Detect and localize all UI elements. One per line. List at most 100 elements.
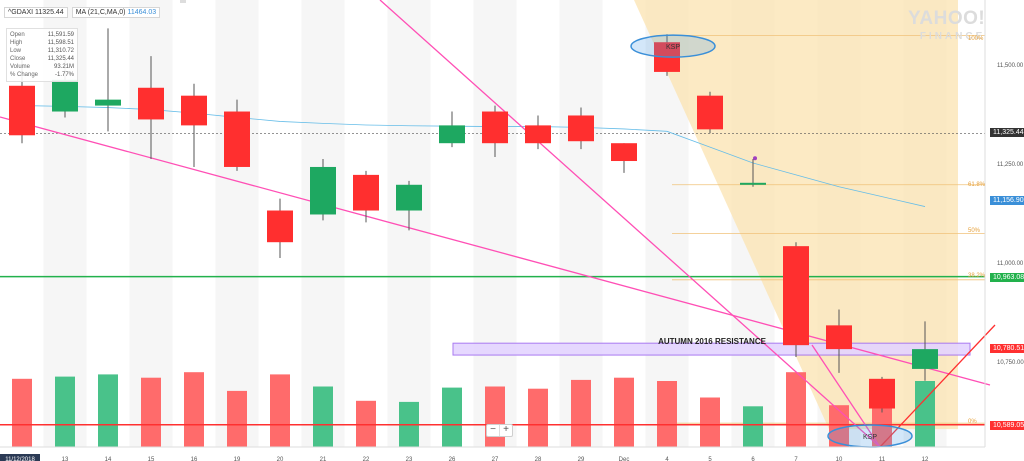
tooltip-value: 93.21M: [53, 64, 74, 70]
x-tick-label: 6: [751, 457, 755, 461]
ksp-label-bottom: KSP: [863, 434, 877, 441]
volume-bar: [184, 372, 204, 447]
volume-bar: [528, 388, 548, 447]
trend-line: [0, 116, 991, 386]
x-tick-label: 19: [234, 457, 241, 461]
volume-bar: [313, 386, 333, 447]
x-tick-label: 11/12/2018: [5, 457, 35, 461]
x-tick-label: 5: [708, 457, 712, 461]
volume-bar: [12, 378, 32, 447]
zoom-in-button[interactable]: +: [499, 425, 512, 436]
fib-label: 38.2%: [968, 273, 986, 279]
volume-bar: [657, 381, 677, 447]
x-tick-label: 29: [578, 457, 585, 461]
event-marker: [753, 156, 757, 161]
column-stripe: [215, 0, 259, 447]
candle-body: [181, 95, 207, 126]
tooltip-label: Volume: [10, 64, 31, 70]
y-tick-label: 11,000.00: [997, 261, 1024, 267]
tooltip-label: Low: [10, 48, 22, 54]
ma-chip[interactable]: MA (21,C,MA,0) 11464.03: [71, 7, 161, 18]
volume-bar: [915, 381, 935, 447]
candle-body: [740, 182, 766, 185]
tooltip-value: 11,325.44: [47, 56, 74, 62]
y-tick-label: 11,500.00: [997, 63, 1024, 69]
x-tick-label: 21: [320, 457, 327, 461]
volume-bar: [55, 376, 75, 447]
volume-bar: [485, 386, 505, 447]
symbol-chip[interactable]: ^GDAXI 11325.44: [4, 7, 68, 18]
x-tick-label: 27: [492, 457, 499, 461]
tooltip-row: Open 11,591.59: [10, 31, 74, 39]
candle-body: [869, 378, 895, 409]
x-tick-label: 15: [148, 457, 155, 461]
trend-line: [379, 0, 881, 448]
x-tick-label: 10: [836, 457, 843, 461]
x-tick-date-chip: [0, 454, 40, 461]
candle-body: [912, 349, 938, 369]
tooltip-row: High 11,598.51: [10, 39, 74, 47]
ohlc-tooltip: Open 11,591.59 High 11,598.51 Low 11,310.72 Cl…: [6, 28, 78, 82]
column-stripe: [559, 0, 603, 447]
fib-label: 50%: [968, 228, 981, 234]
volume-bar: [141, 377, 161, 447]
volume-bar: [270, 374, 290, 447]
tooltip-label: % Change: [10, 72, 39, 78]
resistance-zone: [452, 342, 971, 356]
x-tick-label: 7: [794, 457, 798, 461]
tooltip-row: Close 11,325.44: [10, 55, 74, 63]
ksp-label-top: KSP: [666, 44, 680, 51]
volume-bar: [356, 400, 376, 447]
tooltip-label: Open: [10, 32, 25, 38]
candle-body: [310, 166, 336, 215]
x-tick-label: 4: [665, 457, 669, 461]
trend-line-red: [879, 324, 996, 448]
x-tick-label: 26: [449, 457, 456, 461]
volume-bar: [571, 379, 591, 447]
volume-bar: [227, 390, 247, 447]
trend-line: [811, 344, 881, 448]
tooltip-value: 11,310.72: [47, 48, 74, 54]
ma-value: 11464.03: [127, 9, 157, 16]
volume-bar: [98, 374, 118, 447]
candle-body: [138, 87, 164, 120]
resistance-label: AUTUMN 2016 RESISTANCE: [658, 337, 766, 346]
volume-bar: [700, 397, 720, 447]
x-tick-label: 13: [62, 457, 69, 461]
yahoo-finance-logo: YAHOO! FINANCE: [908, 8, 986, 46]
fib-label: 0%: [968, 419, 977, 425]
zoom-out-button[interactable]: −: [490, 424, 496, 435]
candle-body: [439, 125, 465, 144]
candle-body: [568, 115, 594, 142]
ma-label: MA (21,C,MA,0): [75, 9, 126, 16]
fib-label: 100%: [968, 36, 984, 42]
volume-bar: [614, 377, 634, 447]
legend: ^GDAXI 11325.44 MA (21,C,MA,0) 11464.03: [4, 7, 161, 18]
x-tick-label: 20: [277, 457, 284, 461]
y-tick-label: 11,250.00: [997, 162, 1024, 168]
resistance-price-tag: 10,780.51: [990, 344, 1024, 353]
candle-body: [353, 174, 379, 211]
tooltip-label: High: [10, 40, 23, 46]
x-tick-label: 23: [406, 457, 413, 461]
candle-body: [611, 143, 637, 162]
candle-body: [482, 111, 508, 144]
close-icon[interactable]: [180, 0, 186, 3]
x-tick-label: 16: [191, 457, 198, 461]
tooltip-value: -1.77%: [54, 72, 74, 78]
x-tick-label: 14: [105, 457, 112, 461]
green-line-price-tag: 10,963.08: [990, 273, 1024, 282]
ma-price-tag: 11,156.90: [990, 196, 1024, 205]
brand-sub: FINANCE: [919, 31, 986, 42]
tooltip-row: % Change -1.77%: [10, 71, 74, 79]
x-tick-label: 11: [879, 457, 886, 461]
candle-body: [267, 210, 293, 243]
candle-body: [525, 125, 551, 144]
candle-body: [783, 246, 809, 346]
candle-body: [52, 79, 78, 112]
tooltip-label: Close: [10, 56, 26, 62]
candle-body: [224, 111, 250, 167]
candle-body: [697, 95, 723, 130]
brand-name: YAHOO!: [908, 8, 986, 29]
